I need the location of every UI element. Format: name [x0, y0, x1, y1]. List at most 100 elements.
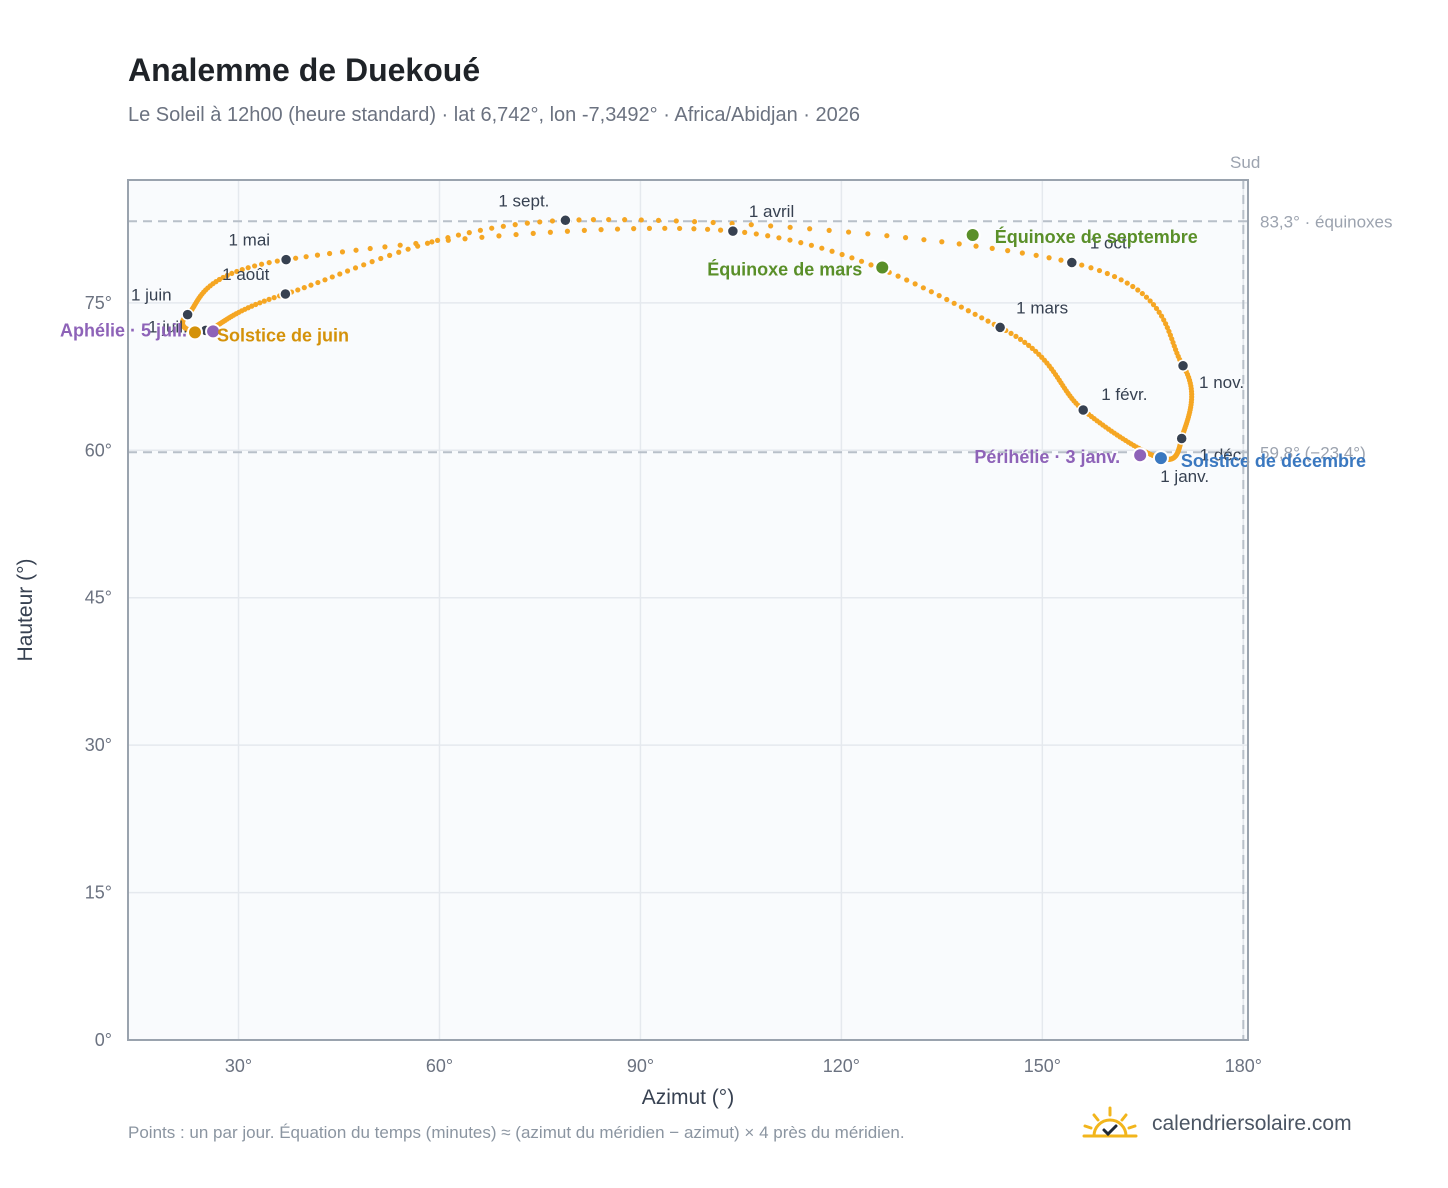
day-point — [776, 235, 782, 241]
day-point — [895, 273, 901, 279]
day-point — [479, 234, 485, 240]
day-point — [1008, 330, 1014, 337]
day-point — [768, 223, 774, 229]
day-point — [1046, 255, 1052, 261]
month-label: 1 janv. — [1160, 467, 1209, 486]
day-point — [361, 262, 367, 268]
brand[interactable]: calendriersolaire.com — [1082, 1106, 1352, 1142]
day-point — [489, 225, 495, 231]
day-point — [912, 281, 918, 287]
day-point — [405, 246, 411, 252]
month-marker — [1065, 256, 1079, 269]
day-point — [936, 293, 942, 299]
day-point — [902, 235, 909, 241]
day-point — [1058, 257, 1064, 263]
y-axis-label: Hauteur (°) — [14, 559, 37, 662]
day-point — [614, 226, 621, 232]
month-marker — [1176, 359, 1190, 373]
plot-area — [128, 180, 1248, 1040]
day-point — [303, 254, 309, 260]
day-point — [496, 233, 502, 239]
month-label: 1 oct. — [1090, 234, 1132, 253]
day-point — [271, 295, 277, 301]
event-marker — [1132, 447, 1149, 464]
x-tick-label: 120° — [823, 1056, 860, 1076]
day-point — [252, 263, 258, 269]
x-tick-label: 150° — [1024, 1056, 1061, 1076]
chart-title: Analemme de Duekoué — [128, 52, 481, 88]
day-point — [259, 261, 265, 267]
day-point — [1147, 298, 1153, 304]
day-point — [691, 226, 697, 232]
day-point — [819, 245, 825, 251]
day-point — [965, 308, 971, 314]
day-point — [839, 251, 845, 258]
day-point — [638, 217, 644, 223]
day-point — [339, 249, 346, 255]
month-label: 1 août — [222, 265, 270, 284]
day-point — [884, 233, 890, 239]
day-point — [845, 229, 852, 235]
day-point — [308, 282, 314, 288]
day-point — [387, 252, 393, 258]
day-point — [466, 230, 472, 236]
footnote: Points : un par jour. Équation du temps … — [128, 1123, 905, 1142]
day-point — [224, 272, 230, 279]
y-tick-label: 60° — [85, 440, 112, 460]
month-label: 1 mai — [229, 231, 271, 250]
brand-name: calendriersolaire.com — [1152, 1112, 1352, 1135]
month-label: 1 sept. — [498, 191, 549, 210]
day-point — [367, 245, 373, 252]
day-point — [985, 318, 991, 324]
day-point — [547, 229, 553, 235]
day-point — [1143, 294, 1150, 300]
day-point — [979, 315, 985, 321]
day-point — [353, 247, 359, 253]
day-point — [748, 222, 754, 228]
day-point — [1130, 283, 1136, 290]
x-tick-label: 30° — [225, 1056, 252, 1076]
day-point — [266, 259, 272, 266]
day-point — [462, 236, 468, 242]
day-point — [717, 227, 724, 233]
day-point — [549, 218, 556, 224]
day-point — [1033, 348, 1039, 354]
month-marker — [1076, 403, 1090, 417]
day-point — [1150, 302, 1157, 308]
day-point — [564, 228, 571, 234]
month-label: 1 mars — [1016, 298, 1068, 317]
month-marker — [726, 224, 740, 238]
day-point — [329, 274, 335, 280]
day-point — [920, 285, 926, 291]
x-tick-label: 60° — [426, 1056, 453, 1076]
month-label: 1 avril — [749, 202, 794, 221]
event-label: Solstice de décembre — [1181, 451, 1366, 471]
reference-label: 59,8° (−23,4°) — [1260, 443, 1366, 462]
day-point — [753, 231, 759, 237]
day-point — [369, 259, 375, 265]
day-point — [704, 226, 711, 232]
day-point — [512, 222, 518, 228]
day-point — [729, 220, 735, 227]
day-point — [500, 223, 506, 229]
day-point — [513, 231, 519, 238]
day-point — [742, 229, 748, 235]
day-point — [1033, 252, 1039, 258]
day-point — [415, 243, 421, 249]
chart-subtitle: Le Soleil à 12h00 (heure standard) · lat… — [128, 104, 861, 126]
day-point — [581, 227, 587, 233]
day-point — [1088, 265, 1094, 271]
day-point — [787, 224, 793, 230]
day-point — [1135, 287, 1141, 293]
day-point — [396, 249, 402, 255]
day-point — [787, 237, 793, 243]
day-point — [314, 252, 321, 258]
month-marker — [993, 321, 1007, 334]
day-point — [1139, 290, 1145, 297]
day-point — [1019, 250, 1025, 256]
day-point — [921, 237, 927, 243]
y-tick-label: 45° — [85, 588, 112, 608]
day-point — [239, 266, 245, 273]
event-marker — [1152, 450, 1169, 467]
